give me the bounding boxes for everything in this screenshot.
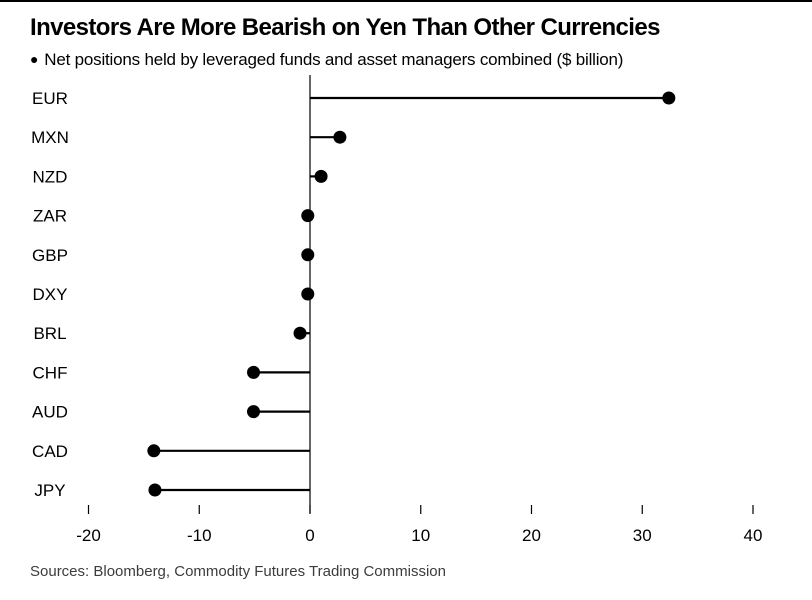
- legend-dot-icon: ●: [30, 51, 39, 67]
- chart-title: Investors Are More Bearish on Yen Than O…: [30, 14, 660, 41]
- category-label-jpy: JPY: [34, 481, 65, 500]
- chart-subtitle: ● Net positions held by leveraged funds a…: [30, 50, 623, 70]
- x-tick-label-30: 30: [633, 526, 652, 545]
- dot-cad: [147, 444, 161, 458]
- chart-subtitle-text: Net positions held by leveraged funds an…: [44, 50, 624, 69]
- chart-source: Sources: Bloomberg, Commodity Futures Tr…: [30, 563, 446, 580]
- x-tick-label-0: 0: [305, 526, 314, 545]
- dot-chf: [247, 365, 261, 379]
- category-label-eur: EUR: [32, 89, 68, 108]
- category-label-brl: BRL: [33, 324, 66, 343]
- top-rule: [0, 0, 812, 2]
- dot-aud: [247, 405, 261, 419]
- dot-gbp: [301, 248, 315, 262]
- category-label-chf: CHF: [33, 363, 68, 382]
- x-tick-label--10: -10: [187, 526, 212, 545]
- category-label-nzd: NZD: [33, 167, 68, 186]
- dot-mxn: [333, 130, 347, 144]
- dot-nzd: [314, 169, 328, 183]
- dot-dxy: [301, 287, 315, 301]
- dot-jpy: [148, 483, 162, 497]
- category-label-gbp: GBP: [32, 246, 68, 265]
- x-tick-label-10: 10: [411, 526, 430, 545]
- dot-brl: [293, 326, 307, 340]
- category-label-cad: CAD: [32, 442, 68, 461]
- dot-eur: [662, 91, 676, 105]
- dot-zar: [301, 209, 315, 223]
- category-label-zar: ZAR: [33, 207, 67, 226]
- category-label-mxn: MXN: [31, 128, 69, 147]
- x-tick-label--20: -20: [76, 526, 101, 545]
- category-label-aud: AUD: [32, 403, 68, 422]
- category-label-dxy: DXY: [33, 285, 68, 304]
- x-tick-label-20: 20: [522, 526, 541, 545]
- x-tick-label-40: 40: [744, 526, 763, 545]
